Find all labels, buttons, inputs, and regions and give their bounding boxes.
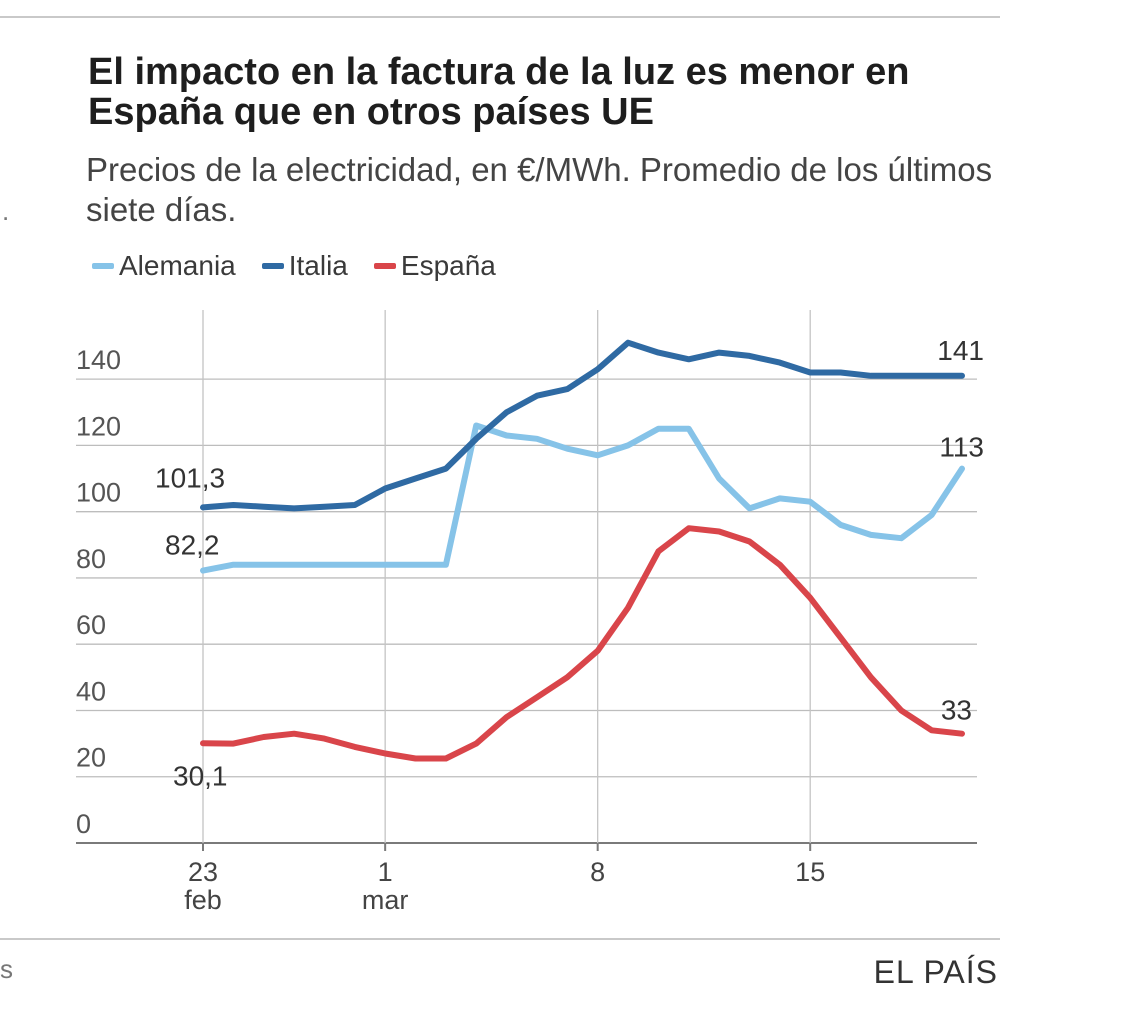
chart-subtitle: Precios de la electricidad, en €/MWh. Pr… <box>86 151 993 228</box>
legend-label-italia: Italia <box>288 250 348 281</box>
series-lines <box>200 339 965 762</box>
data-label-italia-end: 141 <box>937 335 984 366</box>
series-line-alemania <box>200 422 965 574</box>
data-label-alemania-start: 82,2 <box>165 530 220 561</box>
legend-label-alemania: Alemania <box>119 250 236 281</box>
legend-swatch-espana <box>373 263 396 269</box>
x-tick-label-2: 8 <box>590 857 605 887</box>
x-tick-label-1: 1 <box>378 857 393 887</box>
chart-title: El impacto en la factura de la luz es me… <box>88 51 910 133</box>
data-label-alemania-end: 113 <box>939 432 984 463</box>
legend-label-espana: España <box>400 250 496 281</box>
y-tick-label-60: 60 <box>76 610 106 640</box>
data-label-espana-start: 30,1 <box>173 760 228 791</box>
legend-swatch-italia <box>261 263 284 269</box>
gridlines <box>76 310 977 851</box>
x-tick-label-0: 23 <box>188 857 218 887</box>
data-label-espana-end: 33 <box>941 695 972 726</box>
edge-mark-bottom: s <box>0 954 13 984</box>
legend-item-italia: Italia <box>261 250 348 282</box>
x-tick-label-3: 15 <box>795 857 825 887</box>
data-label-italia-start: 101,3 <box>155 462 225 493</box>
series-line-italia <box>200 339 965 512</box>
y-tick-label-100: 100 <box>76 478 121 508</box>
bottom-rule <box>0 938 1000 940</box>
y-tick-label-120: 120 <box>76 411 121 441</box>
edge-mark-top: . <box>2 196 10 226</box>
legend-swatch-alemania <box>92 263 114 269</box>
y-tick-label-140: 140 <box>76 345 121 375</box>
top-rule <box>0 16 1000 18</box>
series-line-espana <box>200 525 965 762</box>
y-tick-label-80: 80 <box>76 544 106 574</box>
x-tick-sublabel-1: mar <box>362 885 409 915</box>
y-tick-label-20: 20 <box>76 743 106 773</box>
x-tick-sublabel-0: feb <box>184 885 222 915</box>
legend-item-espana: España <box>373 250 496 282</box>
legend: Alemania Italia España <box>92 248 496 284</box>
legend-item-alemania: Alemania <box>92 250 236 282</box>
y-tick-label-40: 40 <box>76 676 106 706</box>
y-tick-label-0: 0 <box>76 809 91 839</box>
credit-logo: EL PAÍS <box>873 954 998 990</box>
